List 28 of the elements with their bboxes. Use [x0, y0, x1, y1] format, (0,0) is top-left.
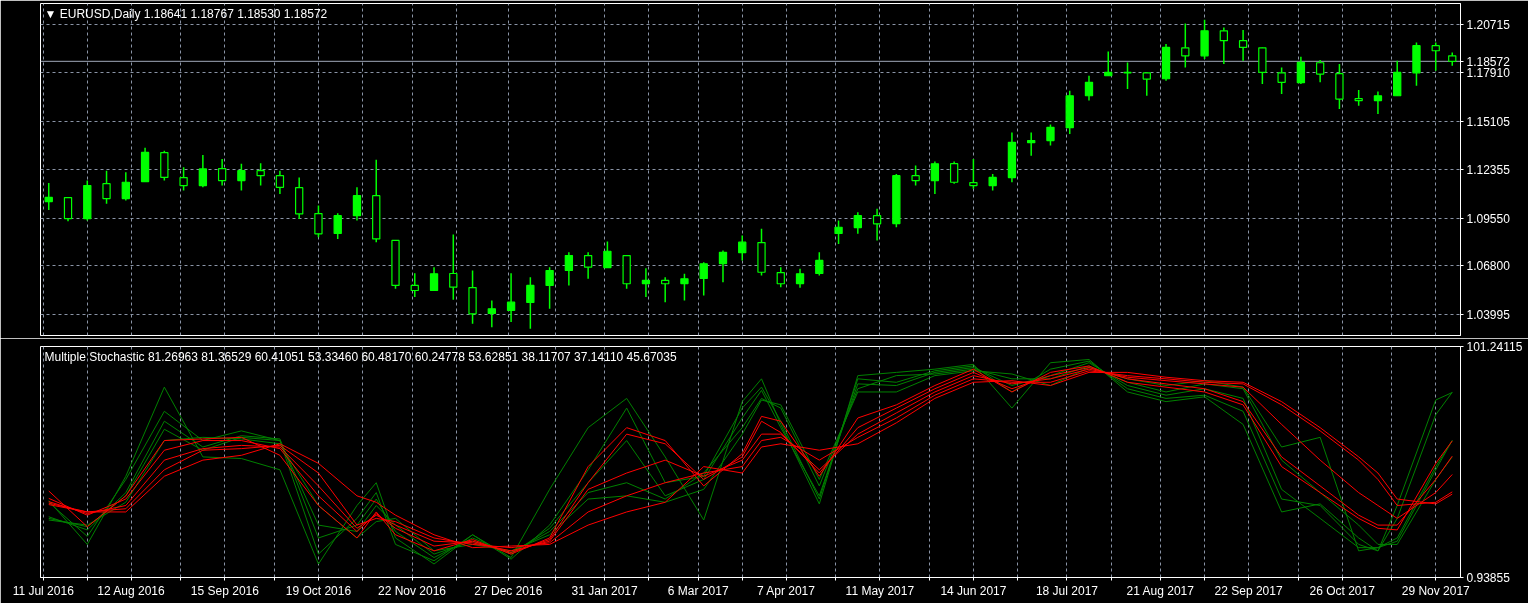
x-tick-label: 29 Nov 2017 [1401, 583, 1471, 598]
x-tick-label: 11 May 2017 [845, 583, 915, 598]
y-tick-label: 1.09550 [1466, 211, 1511, 226]
chart-title: Multiple Stochastic 81.26963 81.36529 60.41051 53.33460 60.48170 60.24778 53.62851 38.11707 37.14110 45.67035 [44, 349, 677, 364]
x-tick-label: 31 Jan 2017 [571, 583, 638, 598]
x-tick-label: 11 Jul 2016 [12, 583, 75, 598]
y-tick-label: 1.06800 [1466, 259, 1511, 274]
y-tick-label: 1.12355 [1466, 162, 1511, 177]
x-tick-label: 26 Oct 2017 [1309, 583, 1376, 598]
y-tick-label: 1.03995 [1466, 308, 1511, 323]
ref-line-label: 1.18572 [1466, 54, 1511, 69]
x-tick-label: 19 Oct 2016 [285, 583, 352, 598]
y-tick-label: 1.17910 [1466, 66, 1511, 81]
x-tick-label: 18 Jul 2017 [1035, 583, 1099, 598]
x-tick-label: 27 Dec 2016 [474, 583, 543, 598]
y-tick-label: 101.24115 [1466, 340, 1523, 354]
y-tick-label: 0.93855 [1466, 571, 1511, 585]
y-tick-label: 1.15105 [1466, 115, 1511, 130]
x-tick-label: 21 Aug 2017 [1126, 583, 1195, 598]
x-tick-label: 22 Sep 2017 [1214, 583, 1283, 598]
chart-title: ▼ EURUSD,Daily 1.18641 1.18767 1.18530 1.18572 [44, 6, 328, 21]
x-tick-label: 14 Jun 2017 [940, 583, 1007, 598]
x-tick-label: 7 Apr 2017 [756, 583, 816, 598]
x-tick-label: 12 Aug 2016 [97, 583, 166, 598]
y-tick-label: 1.20715 [1466, 17, 1511, 32]
x-tick-label: 15 Sep 2016 [190, 583, 260, 598]
x-tick-label: 6 Mar 2017 [667, 583, 729, 598]
x-tick-label: 22 Nov 2016 [377, 583, 447, 598]
